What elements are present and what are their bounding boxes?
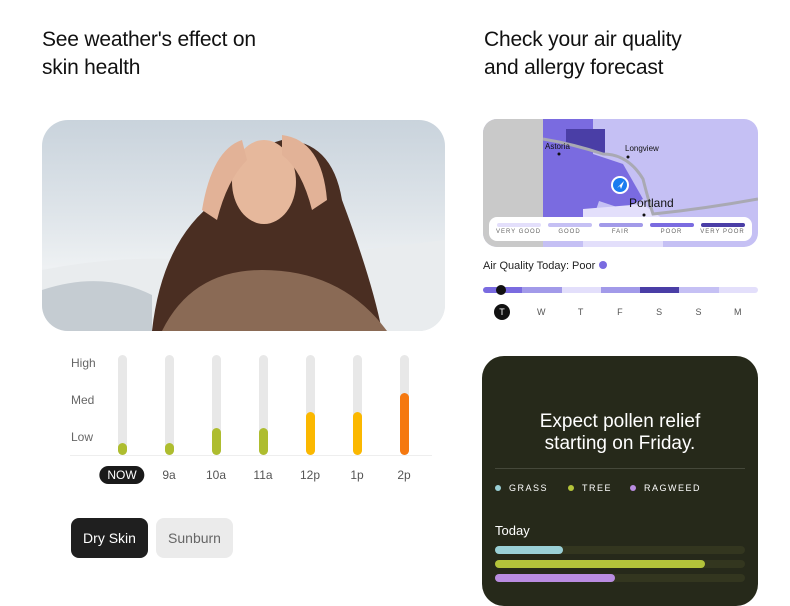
pollen-track xyxy=(495,546,745,554)
legend-label: TREE xyxy=(582,483,613,493)
pollen-track xyxy=(495,574,745,582)
bar-track xyxy=(259,355,268,455)
city-longview: Longview xyxy=(625,144,659,153)
legend-swatch xyxy=(598,223,643,227)
pollen-legend-ragweed: RAGWEED xyxy=(630,483,701,493)
bar-track xyxy=(306,355,315,455)
divider xyxy=(495,468,745,469)
day-label[interactable]: M xyxy=(734,307,742,317)
pollen-track xyxy=(495,560,745,568)
bar-track xyxy=(165,355,174,455)
pollen-level-ragweed xyxy=(495,574,615,582)
air-quality-map[interactable]: Astoria Longview Portland VERY GOOD GOOD F… xyxy=(483,119,758,247)
legend-item: FAIR xyxy=(598,223,644,235)
today-label: Today xyxy=(495,523,530,538)
pollen-level-grass xyxy=(495,546,563,554)
poor-dot-icon xyxy=(599,261,608,269)
aqi-day-segment xyxy=(640,287,680,293)
legend-dot-icon xyxy=(568,485,574,491)
legend-item: VERY POOR xyxy=(700,223,746,235)
pollen-level-tree xyxy=(495,560,705,568)
air-heading: Check your air quality and allergy forec… xyxy=(484,28,682,79)
legend-item: GOOD xyxy=(547,223,593,235)
day-label[interactable]: S xyxy=(695,307,702,317)
sunburn-button[interactable]: Sunburn xyxy=(156,518,233,558)
bar-track xyxy=(118,355,127,455)
location-arrow-icon xyxy=(617,181,624,189)
legend-label: VERY GOOD xyxy=(495,229,542,235)
air-quality-today-label: Air Quality Today: Poor xyxy=(483,260,596,272)
dry-skin-button[interactable]: Dry Skin xyxy=(71,518,148,558)
aqi-day-segment xyxy=(718,287,758,293)
bar-fill-2p xyxy=(400,393,409,455)
hour-label[interactable]: 1p xyxy=(350,468,364,482)
legend-swatch xyxy=(496,223,541,227)
city-portland: Portland xyxy=(629,196,674,210)
legend-dot-icon xyxy=(630,485,636,491)
legend-swatch xyxy=(649,223,694,227)
air-quality-today: Air Quality Today: Poor xyxy=(483,260,608,272)
legend-dot-icon xyxy=(495,485,501,491)
legend-label: POOR xyxy=(660,229,683,235)
bar-fill-10a xyxy=(212,428,221,455)
city-astoria: Astoria xyxy=(545,142,570,151)
day-label[interactable]: T xyxy=(577,307,584,317)
aqi-legend: VERY GOOD GOOD FAIR POOR VERY POOR xyxy=(489,217,752,241)
pollen-legend-tree: TREE xyxy=(568,483,612,493)
aqi-day-segment xyxy=(561,287,601,293)
legend-label: RAGWEED xyxy=(644,483,702,493)
bar-fill-12p xyxy=(306,412,315,455)
hour-label[interactable]: 12p xyxy=(299,468,321,482)
skin-care-photo xyxy=(42,120,445,331)
skin-heading: See weather's effect on skin health xyxy=(42,28,256,79)
pollen-legend-grass: GRASS xyxy=(495,483,548,493)
bar-fill-11a xyxy=(259,428,268,455)
bar-track xyxy=(353,355,362,455)
hour-label[interactable]: 10a xyxy=(205,468,227,482)
y-label-high: High xyxy=(71,356,96,370)
bar-track xyxy=(212,355,221,455)
aqi-day-segment xyxy=(679,287,719,293)
pollen-title: Expect pollen relief starting on Friday. xyxy=(539,411,701,454)
bar-fill-9a xyxy=(165,443,174,455)
aqi-day-segment xyxy=(600,287,641,293)
bar-fill-1p xyxy=(353,412,362,455)
pollen-card: Expect pollen relief starting on Friday.… xyxy=(482,356,758,606)
legend-swatch xyxy=(700,223,745,227)
hour-label[interactable]: 9a xyxy=(162,468,176,482)
y-label-low: Low xyxy=(71,430,94,444)
legend-label: GOOD xyxy=(558,229,581,235)
bar-fill-NOW xyxy=(118,443,127,455)
day-label[interactable]: W xyxy=(537,307,546,317)
legend-swatch xyxy=(547,223,592,227)
legend-label: FAIR xyxy=(611,229,630,235)
legend-item: POOR xyxy=(649,223,695,235)
hour-label[interactable]: 11a xyxy=(253,468,273,482)
chart-baseline xyxy=(70,455,432,456)
current-day-marker xyxy=(496,285,506,295)
day-label[interactable]: S xyxy=(656,307,663,317)
day-label[interactable]: T xyxy=(494,304,510,320)
aqi-day-segment xyxy=(522,287,562,293)
aqi-forecast-bar xyxy=(483,287,758,293)
legend-item: VERY GOOD xyxy=(496,223,542,235)
day-label[interactable]: F xyxy=(617,307,623,317)
legend-label: GRASS xyxy=(509,483,549,493)
hour-label[interactable]: 2p xyxy=(397,468,411,482)
bar-track xyxy=(400,355,409,455)
hour-label[interactable]: NOW xyxy=(99,466,145,484)
skin-risk-chart: High Med Low NOW 9a 10a 11a 12p 1p 2p xyxy=(70,350,432,490)
legend-label: VERY POOR xyxy=(700,229,745,235)
y-label-med: Med xyxy=(71,393,95,407)
